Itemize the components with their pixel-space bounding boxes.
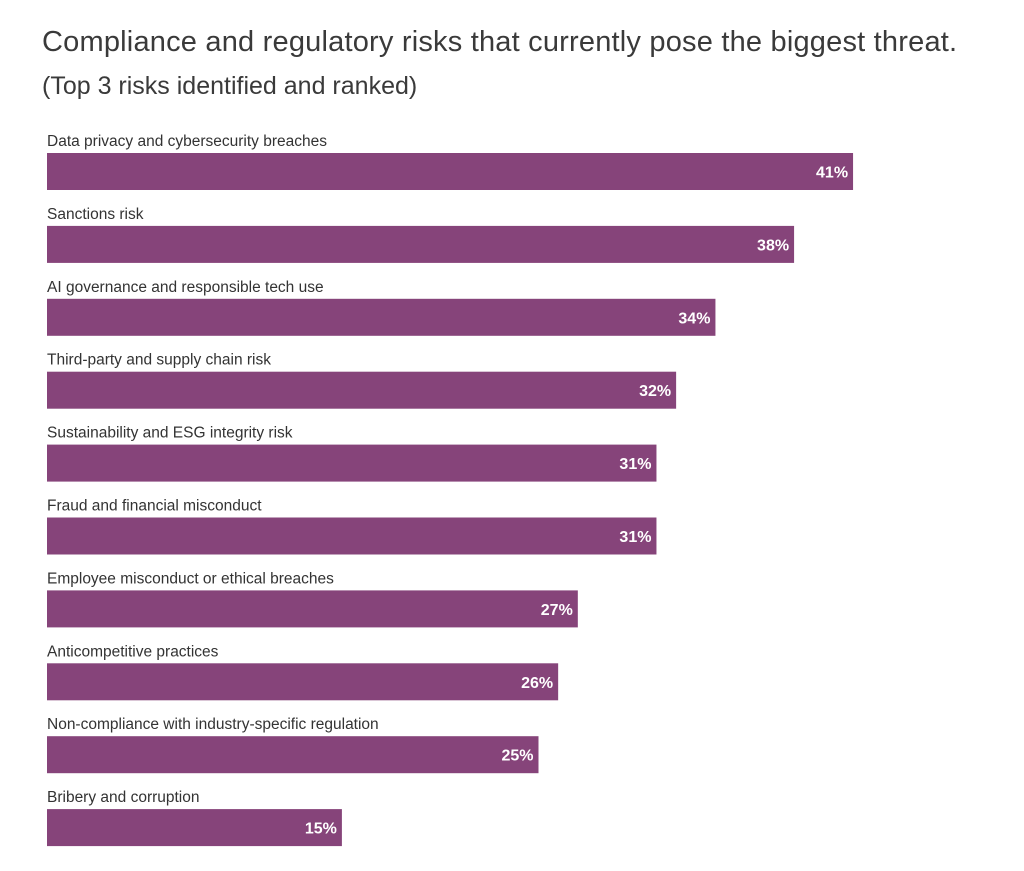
chart-subtitle: (Top 3 risks identified and ranked) <box>42 72 418 100</box>
bar <box>47 444 657 482</box>
bar <box>47 590 578 628</box>
bar <box>47 225 795 263</box>
bar <box>47 663 559 701</box>
category-label: Fraud and financial misconduct <box>47 498 262 515</box>
category-label: Bribery and corruption <box>47 789 200 806</box>
bar-value-label: 41% <box>816 165 848 182</box>
category-label: Data privacy and cybersecurity breaches <box>47 133 327 150</box>
chart-title: Compliance and regulatory risks that cur… <box>42 26 958 58</box>
category-label: Sustainability and ESG integrity risk <box>47 425 293 442</box>
bar-value-label: 38% <box>757 237 789 254</box>
bar-value-label: 27% <box>541 602 573 619</box>
bar <box>47 153 854 190</box>
category-label: AI governance and responsible tech use <box>47 279 324 296</box>
bar <box>47 371 677 409</box>
category-label: Employee misconduct or ethical breaches <box>47 570 334 587</box>
category-label: Non-compliance with industry-specific re… <box>47 716 379 733</box>
bar <box>47 809 342 847</box>
bar-value-label: 31% <box>619 529 651 546</box>
bar-value-label: 31% <box>619 456 651 473</box>
bar-value-label: 15% <box>305 821 337 838</box>
bar-value-label: 25% <box>501 748 533 765</box>
category-label: Anticompetitive practices <box>47 643 219 660</box>
bar-value-label: 32% <box>639 383 671 400</box>
bar-value-label: 34% <box>678 310 710 327</box>
bar <box>47 517 657 555</box>
bar <box>47 298 716 336</box>
bar-value-label: 26% <box>521 675 553 692</box>
category-label: Third-party and supply chain risk <box>47 352 271 369</box>
bar <box>47 736 539 774</box>
category-label: Sanctions risk <box>47 206 144 223</box>
